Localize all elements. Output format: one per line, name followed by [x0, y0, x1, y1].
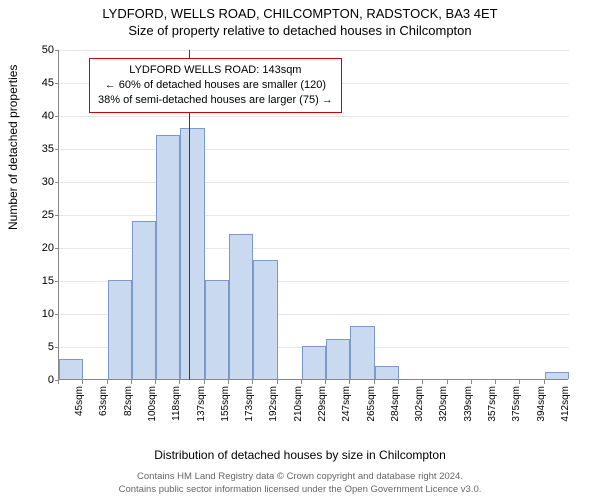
- xtick-mark: [107, 380, 108, 384]
- histogram-bar: [302, 346, 326, 379]
- footer-line1: Contains HM Land Registry data © Crown c…: [0, 471, 600, 483]
- chart-area: LYDFORD WELLS ROAD: 143sqm ← 60% of deta…: [58, 50, 568, 420]
- xtick-label: 375sqm: [511, 386, 522, 436]
- footer-attribution: Contains HM Land Registry data © Crown c…: [0, 471, 600, 496]
- xtick-label: 118sqm: [171, 386, 182, 436]
- ytick-label: 10: [14, 308, 54, 320]
- histogram-bar: [180, 128, 204, 379]
- ytick-label: 40: [14, 110, 54, 122]
- xtick-label: 394sqm: [536, 386, 547, 436]
- xtick-mark: [519, 380, 520, 384]
- xtick-label: 100sqm: [147, 386, 158, 436]
- xtick-label: 137sqm: [196, 386, 207, 436]
- xtick-mark: [155, 380, 156, 384]
- xtick-mark: [179, 380, 180, 384]
- page-title-line1: LYDFORD, WELLS ROAD, CHILCOMPTON, RADSTO…: [0, 6, 600, 21]
- xtick-mark: [544, 380, 545, 384]
- histogram-bar: [132, 221, 156, 379]
- annotation-line3: 38% of semi-detached houses are larger (…: [98, 93, 333, 108]
- ytick-label: 5: [14, 341, 54, 353]
- xtick-label: 320sqm: [438, 386, 449, 436]
- histogram-bar: [229, 234, 253, 379]
- ytick-label: 25: [14, 209, 54, 221]
- ytick-label: 30: [14, 176, 54, 188]
- x-axis-label: Distribution of detached houses by size …: [0, 448, 600, 462]
- xtick-label: 210sqm: [293, 386, 304, 436]
- xtick-label: 229sqm: [317, 386, 328, 436]
- xtick-label: 302sqm: [414, 386, 425, 436]
- histogram-bar: [156, 135, 180, 379]
- xtick-label: 284sqm: [390, 386, 401, 436]
- histogram-bar: [108, 280, 132, 379]
- xtick-mark: [495, 380, 496, 384]
- xtick-mark: [301, 380, 302, 384]
- histogram-bar: [350, 326, 374, 379]
- xtick-label: 45sqm: [74, 386, 85, 436]
- xtick-mark: [204, 380, 205, 384]
- xtick-mark: [277, 380, 278, 384]
- xtick-label: 82sqm: [123, 386, 134, 436]
- histogram-bar: [326, 339, 350, 379]
- footer-line2: Contains public sector information licen…: [0, 484, 600, 496]
- ytick-label: 35: [14, 143, 54, 155]
- ytick-label: 45: [14, 77, 54, 89]
- annotation-box: LYDFORD WELLS ROAD: 143sqm ← 60% of deta…: [89, 58, 342, 113]
- xtick-mark: [228, 380, 229, 384]
- annotation-line2: ← 60% of detached houses are smaller (12…: [98, 78, 333, 93]
- xtick-label: 173sqm: [244, 386, 255, 436]
- xtick-label: 339sqm: [463, 386, 474, 436]
- ytick-label: 15: [14, 275, 54, 287]
- xtick-label: 155sqm: [220, 386, 231, 436]
- xtick-label: 265sqm: [366, 386, 377, 436]
- page-title-line2: Size of property relative to detached ho…: [0, 23, 600, 38]
- ytick-label: 0: [14, 374, 54, 386]
- xtick-mark: [82, 380, 83, 384]
- histogram-bar: [545, 372, 569, 379]
- xtick-mark: [374, 380, 375, 384]
- xtick-mark: [422, 380, 423, 384]
- histogram-bar: [59, 359, 83, 379]
- xtick-mark: [471, 380, 472, 384]
- xtick-mark: [131, 380, 132, 384]
- histogram-bar: [253, 260, 277, 379]
- ytick-label: 50: [14, 44, 54, 56]
- annotation-line1: LYDFORD WELLS ROAD: 143sqm: [98, 63, 333, 78]
- xtick-label: 63sqm: [98, 386, 109, 436]
- xtick-mark: [398, 380, 399, 384]
- xtick-mark: [349, 380, 350, 384]
- plot-region: LYDFORD WELLS ROAD: 143sqm ← 60% of deta…: [58, 50, 568, 380]
- histogram-bar: [375, 366, 399, 379]
- histogram-bar: [205, 280, 229, 379]
- xtick-mark: [58, 380, 59, 384]
- xtick-mark: [325, 380, 326, 384]
- xtick-mark: [252, 380, 253, 384]
- xtick-mark: [447, 380, 448, 384]
- xtick-label: 412sqm: [560, 386, 571, 436]
- xtick-label: 247sqm: [341, 386, 352, 436]
- xtick-label: 192sqm: [268, 386, 279, 436]
- xtick-label: 357sqm: [487, 386, 498, 436]
- ytick-label: 20: [14, 242, 54, 254]
